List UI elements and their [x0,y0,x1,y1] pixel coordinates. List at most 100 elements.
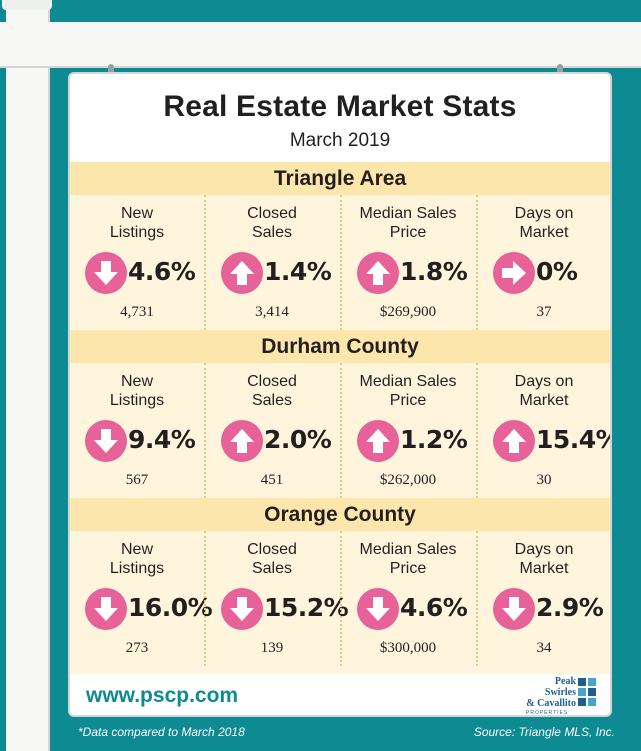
stat-label: New Listings [70,372,204,412]
arrow-right-icon [493,252,535,294]
stat-percent-change: 2.0% [264,425,332,454]
logo-squares-icon [578,678,598,706]
stat-label-line-1: Closed [247,541,297,558]
company-logo: Peak Swirles & Cavallito PROPERTIES [524,674,602,716]
stat-percent-change: 1.4% [264,257,332,286]
stat-cell: Days on Market 2.9% 34 [476,531,610,666]
signpost-pole [6,0,50,751]
stat-percent-change: 16.0% [128,593,213,622]
stat-cell: Median Sales Price 1.2% $262,000 [340,363,474,498]
arrow-up-icon [221,252,263,294]
stat-label: Closed Sales [206,204,338,244]
logo-line-3: & Cavallito [526,698,576,709]
stat-label: Median Sales Price [342,372,474,412]
stat-value: 30 [536,472,552,488]
arrow-down-icon [493,588,535,630]
stat-cell: Median Sales Price 1.8% $269,900 [340,195,474,330]
stat-percent-change: 0% [536,257,578,286]
region-heading: Durham County [70,330,610,363]
stat-value: 567 [125,472,149,488]
stat-value: $300,000 [379,640,437,656]
region-block: Orange County New Listings 16.0% 273 Closed Sa… [70,498,610,666]
stat-label: New Listings [70,540,204,580]
logo-line-1: Peak [554,676,576,687]
stat-label-line-2: Listings [109,224,165,241]
region-block: Durham County New Listings 9.4% 567 Closed Sal… [70,330,610,498]
stat-label: Median Sales Price [342,540,474,580]
arrow-down-icon [85,252,127,294]
stat-label-line-2: Market [519,392,569,409]
region-heading: Triangle Area [70,162,610,195]
signpost-cap [2,0,52,10]
footnote: *Data compared to March 2018 [78,725,245,739]
stat-label: Days on Market [478,540,610,580]
stat-cell: Closed Sales 1.4% 3,414 [204,195,338,330]
stat-label-line-1: Days on [514,373,574,390]
region-heading: Orange County [70,498,610,531]
sign-hook-left [108,64,114,78]
arrow-down-icon [85,420,127,462]
source-note: Source: Triangle MLS, Inc. [473,725,615,739]
stat-label-line-2: Sales [251,560,293,577]
arrow-down-icon [221,588,263,630]
stat-label-line-1: Median Sales [359,373,457,390]
arrow-up-icon [493,420,535,462]
stat-label: Days on Market [478,204,610,244]
stat-percent-change: 4.6% [400,593,468,622]
stat-percent-change: 4.6% [128,257,196,286]
logo-tagline: PROPERTIES [526,710,569,716]
stat-label: Closed Sales [206,372,338,412]
stat-label-line-1: Days on [514,541,574,558]
website-link[interactable]: www.pscp.com [86,684,239,707]
market-stats-sign: Real Estate Market Stats March 2019 Tria… [68,72,612,717]
stat-label-line-1: New [120,373,153,390]
arrow-up-icon [357,252,399,294]
stat-cell: Closed Sales 2.0% 451 [204,363,338,498]
stat-percent-change: 2.9% [536,593,604,622]
stat-percent-change: 15.2% [264,593,349,622]
stat-label: Closed Sales [206,540,338,580]
stat-label-line-2: Listings [109,392,165,409]
sign-hook-right [557,64,563,78]
stat-value: $262,000 [379,472,437,488]
stat-label-line-2: Price [389,224,427,241]
stat-label: New Listings [70,204,204,244]
stat-label-line-1: Closed [247,373,297,390]
stat-cell: New Listings 9.4% 567 [70,363,204,498]
stat-label: Median Sales Price [342,204,474,244]
stat-value: 451 [260,472,284,488]
stat-percent-change: 9.4% [128,425,196,454]
stat-value: 37 [536,304,552,320]
stat-value: 273 [125,640,149,656]
stat-label-line-1: New [120,541,153,558]
arrow-down-icon [85,588,127,630]
logo-line-2: Swirles [544,687,576,698]
stat-cell: New Listings 4.6% 4,731 [70,195,204,330]
stat-percent-change: 15.4% [536,425,612,454]
stat-label-line-2: Listings [109,560,165,577]
stat-label-line-2: Price [389,392,427,409]
footer-strip [70,666,610,674]
stat-value: 4,731 [120,304,154,320]
stat-value: 34 [536,640,552,656]
stat-label-line-2: Market [519,224,569,241]
stat-label-line-2: Sales [251,392,293,409]
stat-label-line-1: New [120,205,153,222]
stat-value: $269,900 [379,304,437,320]
stat-percent-change: 1.8% [400,257,468,286]
stat-label-line-1: Median Sales [359,205,457,222]
arrow-up-icon [221,420,263,462]
signpost-arm [0,22,641,68]
stat-cell: Median Sales Price 4.6% $300,000 [340,531,474,666]
stat-label-line-1: Closed [247,205,297,222]
stat-label-line-1: Days on [514,205,574,222]
region-block: Triangle Area New Listings 4.6% 4,731 Closed S… [70,162,610,330]
page-title: Real Estate Market Stats [163,90,517,123]
stat-label-line-2: Sales [251,224,293,241]
stat-cell: Closed Sales 15.2% 139 [204,531,349,666]
stat-value: 3,414 [255,304,289,320]
stat-value: 139 [260,640,284,656]
stat-cell: Days on Market 0% 37 [476,195,610,330]
arrow-down-icon [357,588,399,630]
page-subtitle: March 2019 [289,130,391,151]
